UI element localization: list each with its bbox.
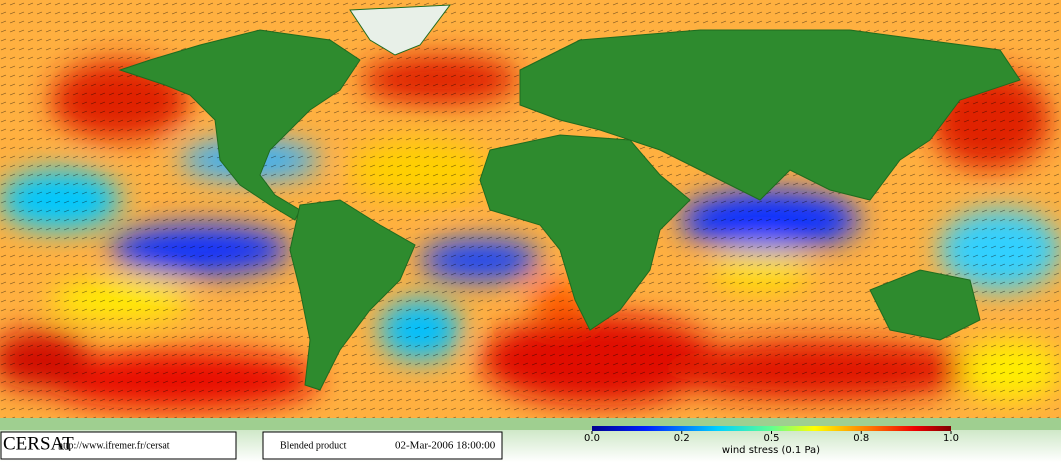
colorbar xyxy=(592,426,951,431)
continents xyxy=(0,4,1061,430)
colorbar-tick-label: 0.8 xyxy=(853,433,869,444)
colorbar-tick-label: 1.0 xyxy=(943,433,959,444)
north-america xyxy=(118,29,361,221)
logo-box xyxy=(0,431,237,460)
logo: CERSAT xyxy=(3,433,74,454)
colorbar-label: wind stress (0.1 Pa) xyxy=(722,445,820,456)
colorbar-tick-label: 0.5 xyxy=(764,433,780,444)
greenland xyxy=(349,4,452,56)
colorbar-tick-label: 0.0 xyxy=(584,433,600,444)
product-box xyxy=(262,431,503,460)
product: Blended product xyxy=(280,440,347,451)
south-america xyxy=(289,199,416,391)
date: 02-Mar-2006 18:00:00 xyxy=(395,440,496,452)
colorbar-tick-label: 0.2 xyxy=(674,433,690,444)
url: http://www.ifremer.fr/cersat xyxy=(58,440,170,451)
africa xyxy=(479,134,691,331)
eurasia xyxy=(519,29,1021,201)
australia xyxy=(869,269,981,341)
